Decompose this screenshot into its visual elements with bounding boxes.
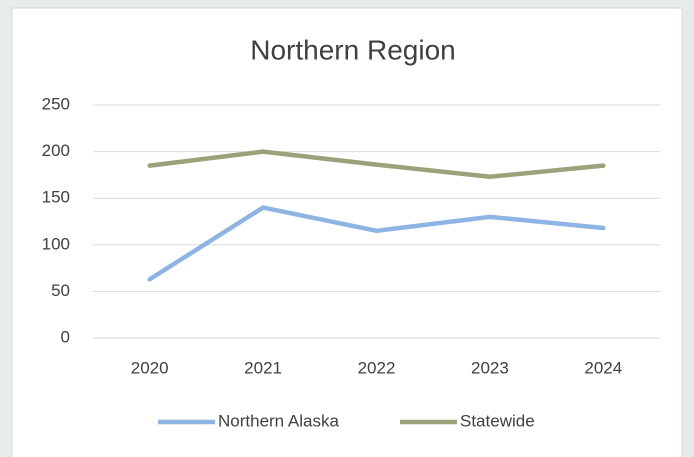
- y-tick-label: 50: [51, 281, 70, 300]
- series-line: [147, 149, 606, 180]
- y-tick-label: 100: [42, 234, 70, 253]
- y-tick-label: 250: [42, 94, 70, 113]
- legend-label: Northern Alaska: [218, 411, 339, 430]
- x-tick-label: 2020: [131, 358, 169, 377]
- x-tick-label: 2022: [358, 358, 396, 377]
- x-tick-label: 2024: [584, 358, 622, 377]
- chart-area: [11, 7, 683, 457]
- x-tick-label: 2021: [244, 358, 282, 377]
- chart-title: Northern Region: [250, 34, 455, 65]
- legend-label: Statewide: [460, 411, 535, 430]
- x-tick-label: 2023: [471, 358, 509, 377]
- series-line: [147, 205, 606, 282]
- y-tick-label: 150: [42, 188, 70, 207]
- y-tick-label: 200: [42, 141, 70, 160]
- y-tick-label: 0: [61, 327, 70, 346]
